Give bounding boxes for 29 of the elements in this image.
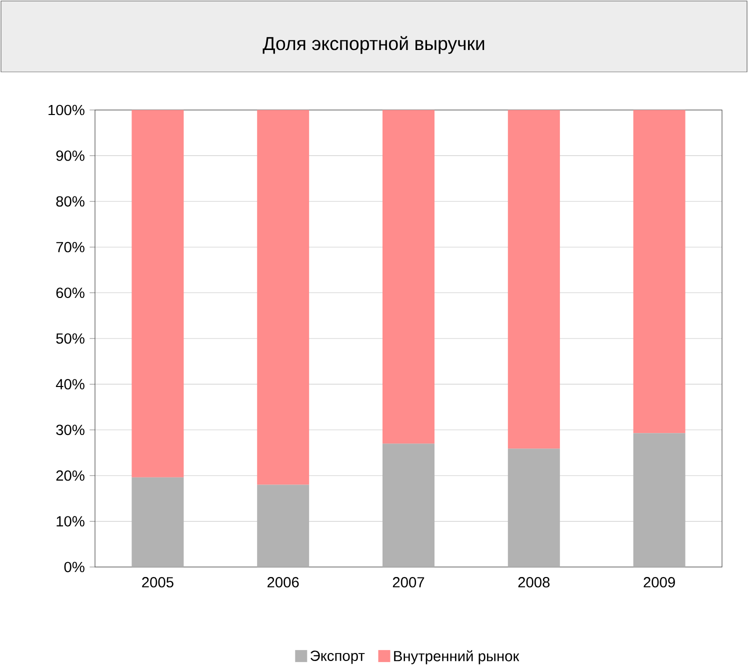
bar: [132, 110, 184, 478]
bar: [633, 433, 686, 567]
bar: [508, 110, 560, 449]
y-tick-label: 60%: [56, 288, 84, 298]
y-tick-label: 0%: [64, 562, 84, 572]
bar: [382, 110, 435, 444]
y-tick-label: 80%: [56, 196, 84, 207]
y-tick-label: 50%: [56, 333, 84, 344]
legend-label: Экспорт: [310, 650, 365, 664]
bar: [633, 110, 686, 434]
bar: [132, 477, 184, 567]
y-tick-label: 20%: [56, 470, 84, 481]
y-tick-label: 70%: [56, 242, 84, 252]
x-tick-label: 2008: [518, 577, 550, 588]
y-tick-label: 30%: [56, 424, 84, 436]
x-tick-label: 2006: [268, 577, 299, 588]
bar: [508, 448, 560, 567]
bar: [257, 110, 310, 485]
bar: [382, 444, 435, 567]
x-tick-label: 2005: [142, 577, 174, 588]
x-tick-label: 2009: [644, 577, 675, 588]
y-tick-label: 90%: [56, 150, 84, 161]
x-tick-label: 2007: [392, 577, 424, 588]
chart-title: Доля экспортной выручки: [262, 36, 484, 54]
y-tick-label: 10%: [56, 516, 84, 526]
legend-label: Внутренний рынок: [394, 650, 520, 664]
y-tick-label: 100%: [48, 104, 84, 116]
bar: [257, 484, 310, 567]
y-tick-label: 40%: [56, 379, 84, 390]
